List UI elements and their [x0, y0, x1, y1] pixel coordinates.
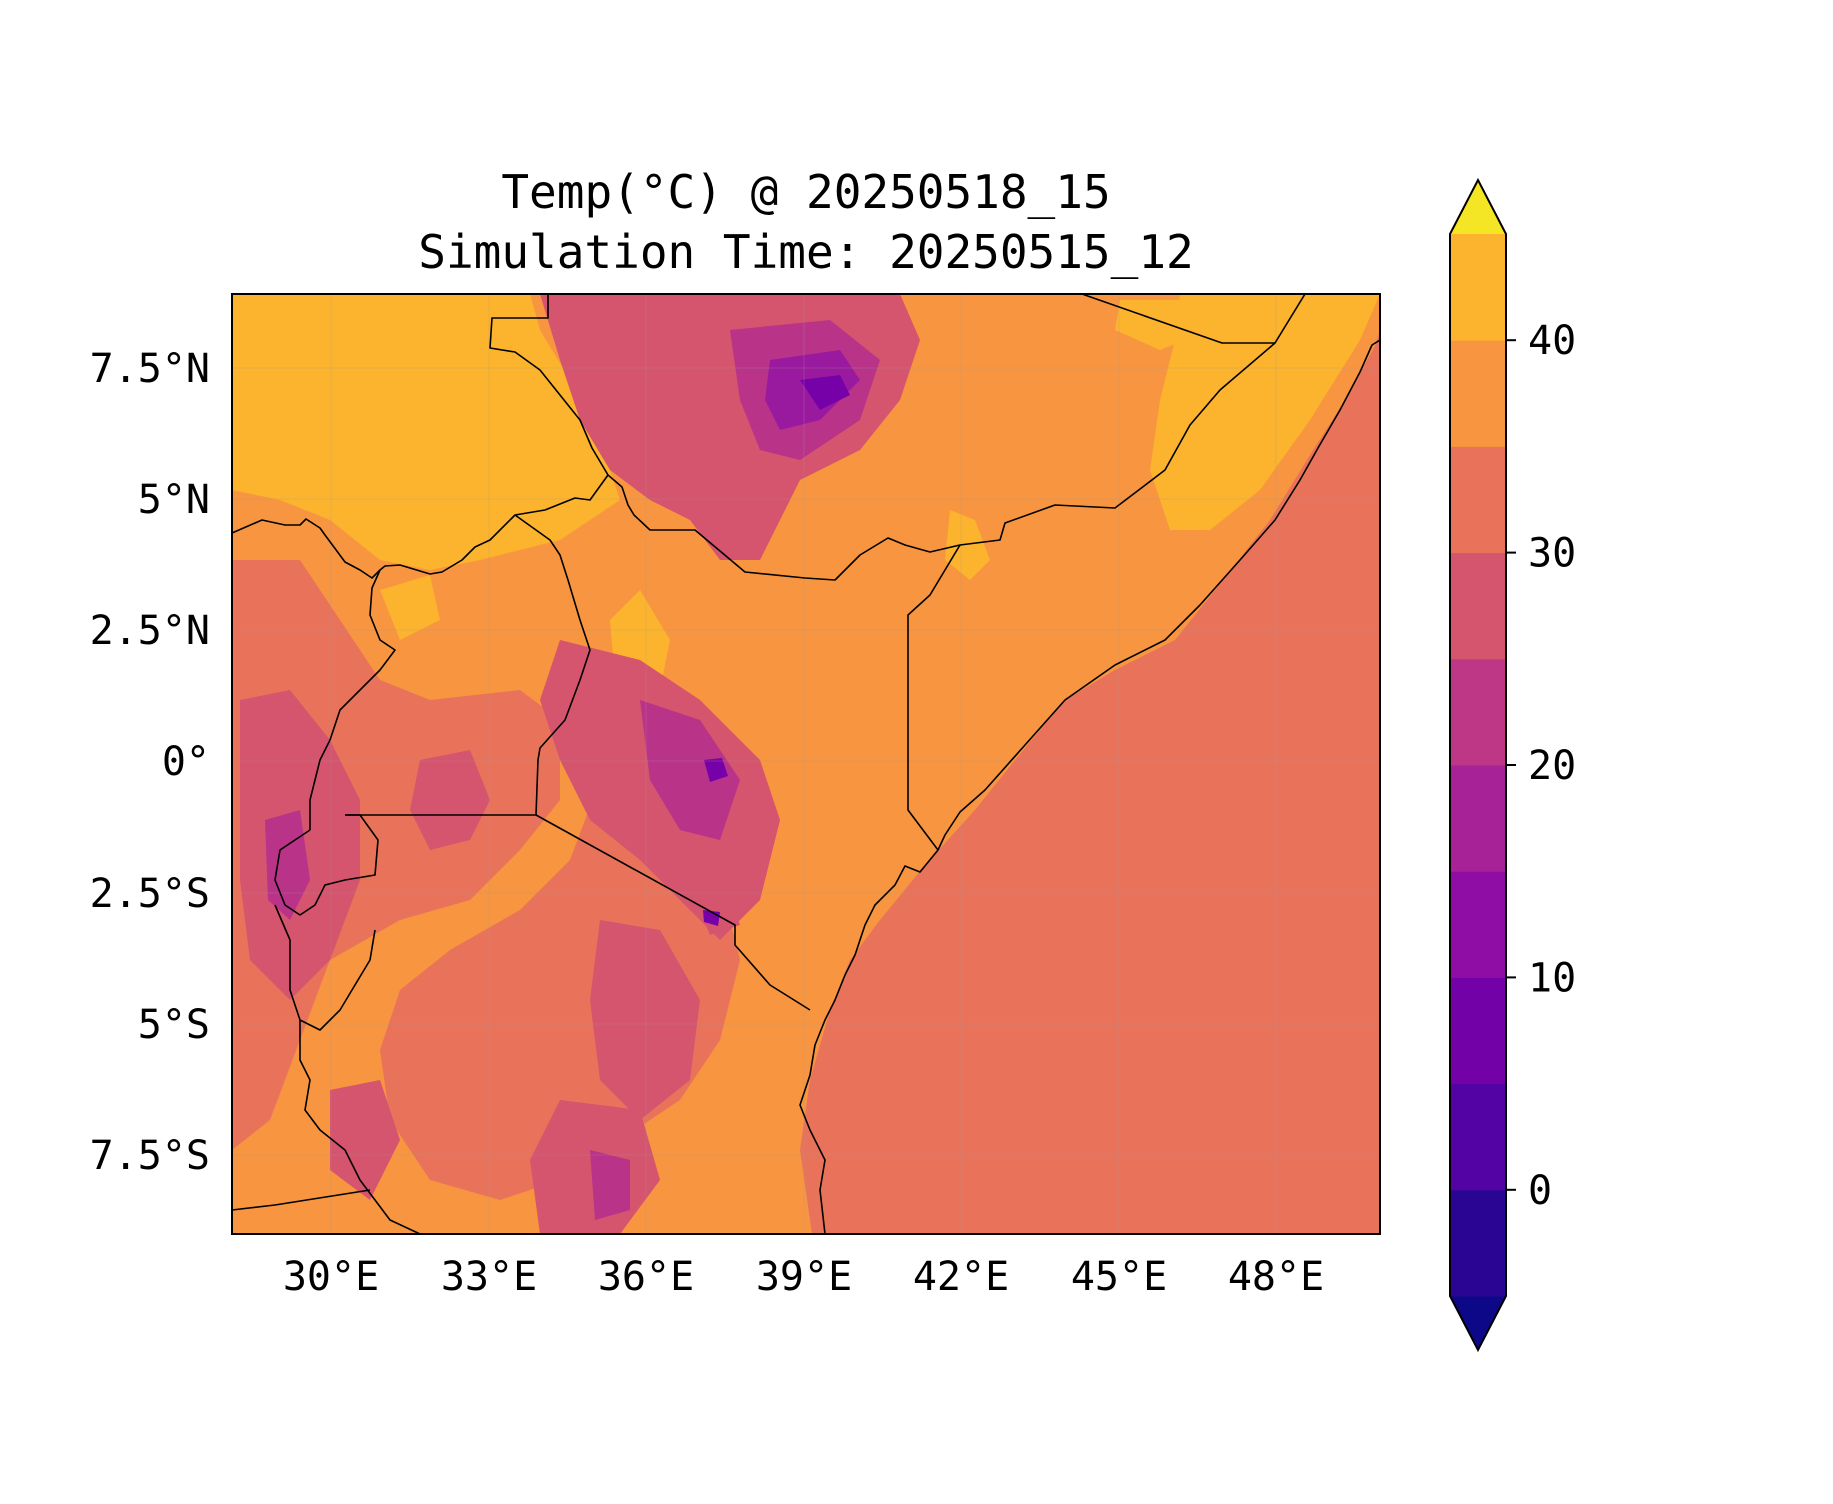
x-tick-label: 42°E [913, 1254, 1009, 1300]
colorbar-level [1450, 658, 1506, 766]
colorbar-level [1450, 552, 1506, 660]
x-tick-label: 45°E [1071, 1254, 1167, 1300]
colorbar-level [1450, 340, 1506, 447]
colorbar-level [1450, 871, 1506, 978]
y-tick-label: 7.5°N [90, 346, 210, 392]
y-tick-label: 2.5°S [90, 871, 210, 917]
x-axis-ticks: 30°E 33°E 36°E 39°E 42°E 45°E 48°E [283, 1254, 1324, 1300]
colorbar-extend-high [1450, 180, 1506, 234]
y-tick-label: 5°S [138, 1002, 210, 1048]
x-tick-label: 30°E [283, 1254, 379, 1300]
gridlines [232, 294, 1380, 1234]
x-tick-label: 36°E [598, 1254, 694, 1300]
colorbar-level [1450, 1083, 1506, 1191]
colorbar-tick-label: 0 [1528, 1168, 1552, 1214]
x-tick-label: 33°E [441, 1254, 537, 1300]
y-tick-label: 2.5°N [90, 608, 210, 654]
title-line-2: Simulation Time: 20250515_12 [418, 225, 1193, 279]
colorbar-level [1450, 977, 1506, 1085]
colorbar-level [1450, 765, 1506, 872]
map-panel [232, 294, 1380, 1234]
country-borders [232, 294, 1380, 1234]
colorbar-level [1450, 1189, 1506, 1297]
y-tick-label: 5°N [138, 477, 210, 523]
colorbar-tick-label: 10 [1528, 955, 1576, 1001]
colorbar-tick-label: 30 [1528, 531, 1576, 577]
colorbar-tick-label: 40 [1528, 318, 1576, 364]
colorbar-level [1450, 446, 1506, 554]
highlands [240, 294, 920, 1234]
colorbar-tick-label: 20 [1528, 743, 1576, 789]
colorbar-level [1450, 234, 1506, 341]
colorbar-extend-low [1450, 1296, 1506, 1350]
x-tick-label: 48°E [1228, 1254, 1324, 1300]
colorbar-outline [1449, 177, 1507, 1353]
hot-lowlands [232, 294, 1380, 720]
colorbar: 0 10 20 30 40 [1449, 177, 1576, 1353]
map-frame [231, 293, 1381, 1235]
y-axis-ticks: 7.5°N 5°N 2.5°N 0° 2.5°S 5°S 7.5°S [90, 346, 210, 1179]
y-tick-label: 7.5°S [90, 1133, 210, 1179]
y-tick-label: 0° [162, 739, 210, 785]
title-line-1: Temp(°C) @ 20250518_15 [501, 165, 1110, 219]
x-tick-label: 39°E [756, 1254, 852, 1300]
